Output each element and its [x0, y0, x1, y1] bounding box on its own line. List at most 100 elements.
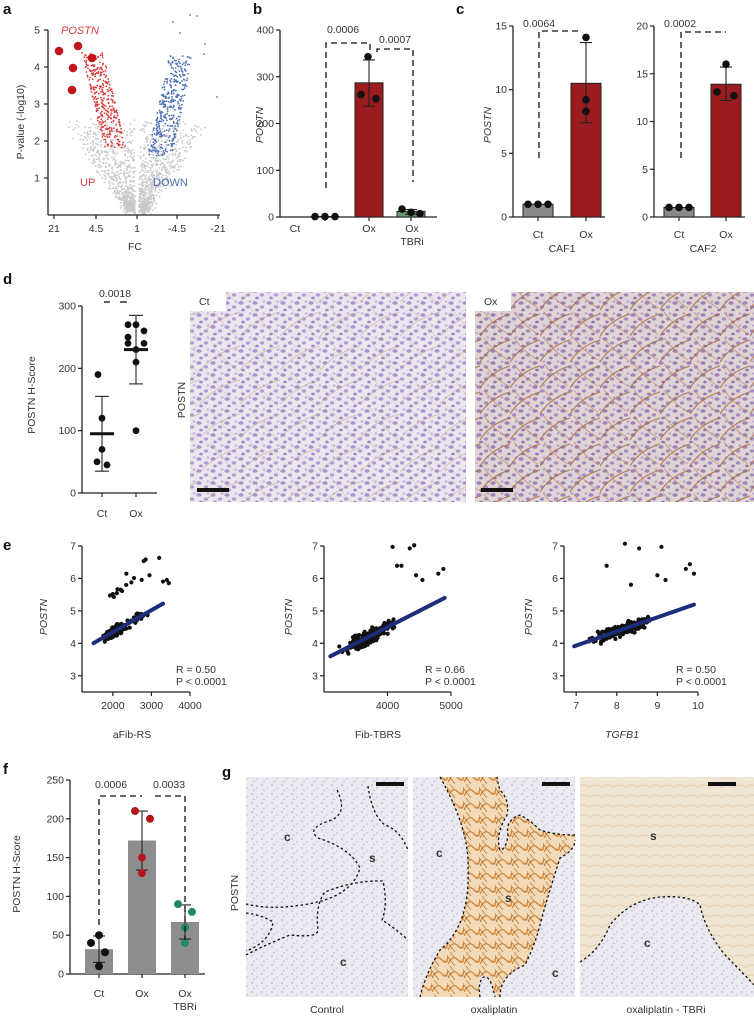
region-label: c	[436, 846, 443, 860]
data-point	[364, 52, 372, 61]
data-point	[636, 626, 641, 631]
panel-label-e: e	[3, 537, 11, 554]
y-tick-label: 6	[70, 573, 76, 585]
x-tick-oxtbri-b-1: Ox	[405, 223, 419, 235]
data-point	[98, 445, 106, 453]
pvalue-c-caf2: 0.0002	[664, 18, 696, 30]
x-tick-label: 4000	[376, 700, 400, 712]
data-point	[140, 327, 148, 335]
data-point	[412, 543, 417, 548]
data-point	[164, 577, 169, 583]
data-point	[124, 333, 132, 341]
x-tick-ox-f: Ox	[135, 988, 149, 1000]
p-value-e3: P < 0.0001	[676, 676, 727, 688]
data-point	[628, 582, 634, 587]
x-label-caf2: CAF2	[690, 243, 717, 255]
data-point	[124, 321, 132, 329]
data-point	[353, 646, 359, 651]
svg-text:4.5: 4.5	[89, 223, 104, 235]
y-tick-label: 7	[70, 541, 76, 553]
data-point	[582, 107, 590, 116]
x-tick-label: 8	[614, 700, 620, 712]
data-point	[127, 625, 132, 630]
data-point	[394, 563, 400, 568]
x-axis-label-e3: TGFB1	[605, 729, 639, 741]
down-annotation: DOWN	[153, 177, 188, 189]
data-point	[665, 203, 673, 212]
data-point	[321, 212, 329, 221]
y-tick-label: 7	[552, 541, 558, 553]
y-tick-label: 200	[58, 363, 76, 375]
x-tick-label: 9	[654, 700, 660, 712]
pvalue-b-1: 0.0006	[327, 24, 359, 36]
data-point	[420, 577, 425, 583]
data-point	[582, 96, 590, 104]
y-tick-label: 15	[495, 21, 507, 33]
data-point	[94, 371, 102, 378]
data-point	[143, 557, 148, 562]
y-tick-label: 0	[58, 969, 64, 981]
data-point	[132, 358, 140, 366]
caption-oxaliplatin-tbri: oxaliplatin - TBRi	[626, 1004, 705, 1016]
postn-point	[54, 46, 64, 56]
scale-bar	[708, 782, 736, 786]
x-tick-ct-caf1: Ct	[533, 229, 544, 241]
data-point	[95, 962, 103, 971]
micrograph-label-ct: Ct	[199, 296, 210, 308]
data-point	[399, 563, 404, 568]
data-point	[95, 931, 103, 940]
svg-text:2: 2	[34, 136, 40, 148]
data-point	[534, 200, 542, 209]
data-point	[713, 88, 721, 96]
data-point	[124, 340, 132, 347]
x-tick-ct-caf2: Ct	[674, 229, 685, 241]
regression-line	[91, 601, 165, 646]
data-point	[675, 203, 683, 212]
data-point	[181, 938, 189, 947]
panel-label-b: b	[253, 1, 262, 18]
y-tick-label: 6	[312, 573, 318, 585]
data-point	[722, 60, 730, 68]
significance-bracket	[155, 795, 186, 940]
data-point	[626, 618, 631, 624]
y-tick-label: 4	[552, 638, 558, 650]
data-point	[441, 566, 446, 572]
micrograph-ct: Ct	[190, 292, 466, 502]
data-point	[138, 853, 146, 862]
data-point	[613, 636, 618, 642]
pvalue-f-1: 0.0006	[95, 779, 127, 791]
panel-f-bar: f POSTN H-Score 0 50 100 150 200 250 Ct Ox Ox…	[3, 761, 205, 1013]
data-point	[140, 340, 148, 347]
x-tick-ox-caf1: Ox	[579, 229, 593, 241]
y-tick-label: 150	[46, 852, 64, 864]
svg-text:3: 3	[34, 99, 40, 111]
x-tick-oxtbri-f-2: TBRi	[173, 1001, 196, 1013]
y-tick-label: 100	[256, 165, 274, 177]
caption-oxaliplatin: oxaliplatin	[471, 1004, 518, 1016]
data-point	[114, 591, 119, 596]
p-value-e1: P < 0.0001	[176, 676, 227, 688]
y-tick-label: 100	[58, 425, 76, 437]
pvalue-b-2: 0.0007	[379, 34, 411, 46]
x-tick-label: 3000	[140, 700, 164, 712]
y-tick-label: 50	[52, 930, 64, 942]
data-point	[595, 629, 600, 634]
data-point	[683, 566, 688, 572]
data-point	[582, 33, 590, 42]
data-point	[87, 938, 95, 947]
data-point	[131, 575, 137, 581]
data-point	[524, 200, 532, 209]
data-point	[188, 907, 196, 916]
y-tick-label: 20	[636, 21, 648, 33]
data-point	[374, 626, 379, 631]
data-point	[129, 580, 134, 585]
y-tick-label: 6	[552, 573, 558, 585]
up-annotation: UP	[80, 177, 95, 189]
data-point	[604, 563, 609, 568]
significance-bracket	[325, 42, 371, 188]
panel-g-micrographs: g POSTN c s c Control c s	[222, 764, 754, 1016]
region-label: s	[369, 851, 376, 865]
image-row-label-d: POSTN	[176, 382, 188, 418]
y-axis-label-c: POSTN	[482, 106, 494, 143]
y-tick-label: 5	[501, 148, 507, 160]
